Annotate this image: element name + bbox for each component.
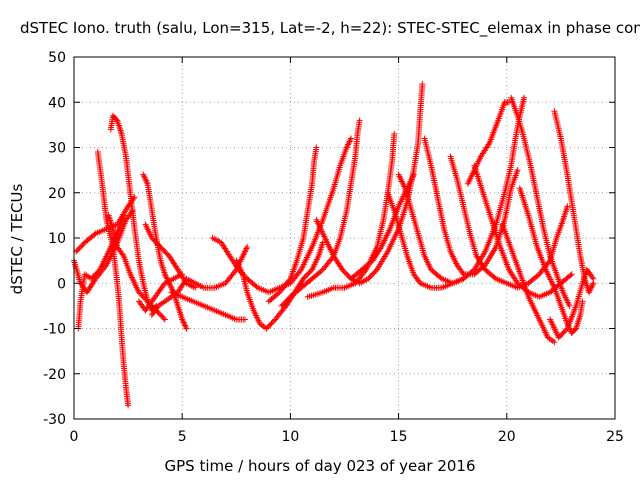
y-tick-label: 50 bbox=[48, 50, 66, 66]
data-point bbox=[253, 283, 260, 290]
data-point bbox=[179, 271, 186, 278]
data-point bbox=[356, 117, 363, 124]
data-point bbox=[534, 272, 541, 279]
data-point bbox=[91, 231, 98, 238]
data-point bbox=[183, 325, 190, 332]
data-point bbox=[241, 316, 248, 323]
data-point bbox=[161, 316, 168, 323]
x-tick-label: 25 bbox=[606, 429, 624, 445]
data-point bbox=[514, 167, 521, 174]
data-points bbox=[71, 81, 597, 409]
data-point bbox=[579, 298, 586, 305]
data-point bbox=[125, 402, 132, 409]
data-point bbox=[567, 272, 574, 279]
y-tick-label: -10 bbox=[43, 322, 66, 338]
data-point bbox=[551, 339, 558, 346]
y-tick-label: 0 bbox=[57, 276, 66, 292]
x-tick-label: 15 bbox=[390, 429, 408, 445]
data-point bbox=[313, 144, 320, 151]
data-point bbox=[160, 315, 167, 322]
data-point bbox=[120, 212, 127, 219]
x-axis-label: GPS time / hours of day 023 of year 2016 bbox=[164, 457, 476, 475]
y-tick-label: -30 bbox=[43, 412, 66, 428]
data-point bbox=[437, 274, 444, 281]
data-point bbox=[505, 99, 512, 106]
data-point bbox=[244, 244, 251, 251]
data-point bbox=[590, 275, 597, 282]
data-point bbox=[563, 326, 570, 333]
data-point bbox=[564, 203, 571, 210]
y-tick-label: 10 bbox=[48, 231, 66, 247]
data-point bbox=[347, 135, 354, 142]
y-tick-label: -20 bbox=[43, 367, 66, 383]
x-tick-label: 0 bbox=[70, 429, 79, 445]
x-tick-label: 20 bbox=[498, 429, 516, 445]
x-tick-label: 5 bbox=[178, 429, 187, 445]
data-point bbox=[391, 130, 398, 137]
y-tick-label: 30 bbox=[48, 141, 66, 157]
x-tick-label: 10 bbox=[281, 429, 299, 445]
y-tick-label: 20 bbox=[48, 186, 66, 202]
data-point bbox=[410, 171, 417, 178]
chart-title: dSTEC Iono. truth (salu, Lon=315, Lat=-2… bbox=[20, 19, 640, 37]
data-point bbox=[566, 302, 573, 309]
data-point bbox=[568, 271, 575, 278]
data-point bbox=[318, 267, 325, 274]
data-point bbox=[131, 194, 138, 201]
axis-ticks: 0 5 10 15 20 25 -30 -20 -10 0 10 20 30 40 50 bbox=[43, 50, 624, 445]
y-tick-label: 40 bbox=[48, 95, 66, 111]
data-point bbox=[275, 290, 282, 297]
data-point bbox=[491, 274, 498, 281]
data-point bbox=[521, 94, 528, 101]
data-point bbox=[419, 81, 426, 88]
